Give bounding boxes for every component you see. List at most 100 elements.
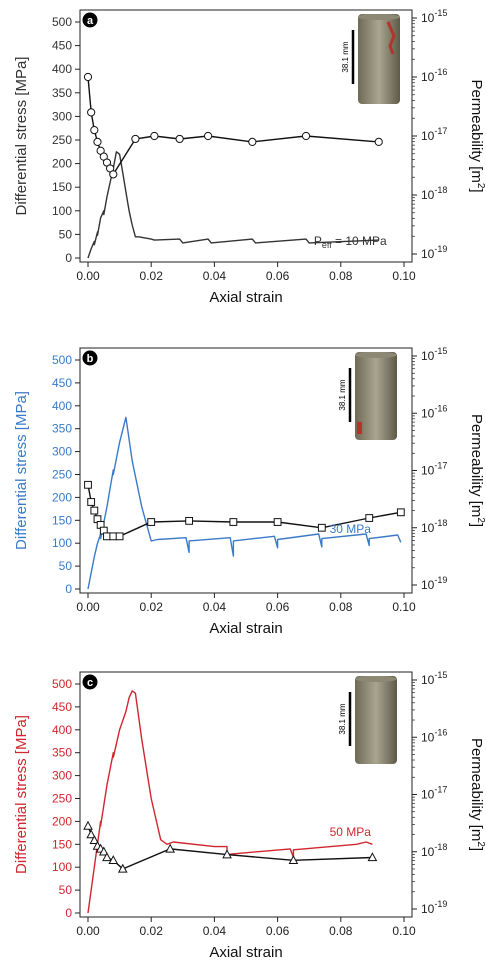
y2-tick-exponent: -19 <box>434 244 447 254</box>
permeability-point <box>89 835 100 844</box>
permeability-point <box>365 514 374 522</box>
panel-letter-badge <box>82 12 98 28</box>
y-tick-label: 500 <box>52 353 72 367</box>
y2-tick-exponent: -18 <box>434 842 447 852</box>
permeability-point <box>108 855 119 865</box>
permeability-point <box>317 523 326 532</box>
y-tick-label: 50 <box>59 559 73 573</box>
y2-tick-label: 10-18 <box>421 842 447 859</box>
panel-letter: b <box>87 353 94 365</box>
y2-tick-label: 10-16 <box>421 67 447 84</box>
y-tick-label: 400 <box>52 399 72 413</box>
y2-tick-label: 10-15 <box>421 8 447 25</box>
y2-tick-label: 10-17 <box>421 785 447 802</box>
x-tick-label: 0.02 <box>140 600 164 614</box>
rock-red-stain <box>357 422 362 434</box>
x-tick-label: 0.02 <box>140 924 164 938</box>
y2-axis-title: Permeability [m2] <box>468 738 486 851</box>
y2-tick-label: 10-17 <box>421 126 447 143</box>
x-tick-label: 0.10 <box>392 924 416 938</box>
x-tick-label: 0.02 <box>140 269 164 283</box>
y2-tick-base: 10 <box>421 845 435 859</box>
x-tick-label: 0.00 <box>76 924 100 938</box>
rock-sample-top <box>355 676 397 682</box>
y2-tick-exponent: -15 <box>434 346 447 356</box>
x-axis-title: Axial strain <box>209 620 282 637</box>
permeability-point <box>273 518 282 526</box>
y2-tick-base: 10 <box>421 578 435 592</box>
rock-sample-photo <box>355 352 397 440</box>
x-tick-label: 0.10 <box>392 600 416 614</box>
annotation-main: 30 MPa <box>330 522 372 536</box>
y-tick-label: 50 <box>59 227 73 241</box>
stress-curve <box>87 416 402 590</box>
permeability-point <box>248 137 257 146</box>
x-axis-title: Axial strain <box>209 289 282 306</box>
panel-letter: a <box>87 15 94 27</box>
permeability-point <box>147 518 156 526</box>
x-tick-label: 0.10 <box>392 269 416 283</box>
y2-axis-title: Permeability [m2] <box>468 414 486 527</box>
y-tick-label: 500 <box>52 677 72 691</box>
scale-bar-label: 38.1 mm <box>338 703 347 734</box>
y-tick-label: 150 <box>52 513 72 527</box>
stress-curve <box>87 151 379 259</box>
y2-tick-exponent: -16 <box>434 403 447 413</box>
y-tick-label: 0 <box>65 582 72 596</box>
y2-axis-title-sup: 2 <box>475 841 486 847</box>
y2-tick-base: 10 <box>421 188 435 202</box>
permeability-point <box>115 532 124 541</box>
y2-axis-title-end: ] <box>468 847 485 851</box>
x-tick-label: 0.04 <box>203 924 227 938</box>
permeability-point <box>203 131 213 141</box>
rock-red-stain <box>386 21 396 55</box>
y2-tick-base: 10 <box>421 406 435 420</box>
rock-sample-top <box>355 352 397 358</box>
y2-axis-title-sup: 2 <box>475 183 486 189</box>
y2-tick-exponent: -15 <box>434 670 447 680</box>
y-tick-label: 300 <box>52 769 72 783</box>
permeability-point <box>90 506 99 515</box>
y-tick-label: 400 <box>52 62 72 76</box>
annotation-main: P <box>314 234 322 248</box>
y2-axis-title-sup: 2 <box>475 517 486 523</box>
x-tick-label: 0.04 <box>203 600 227 614</box>
rock-sample-photo <box>358 14 400 104</box>
annotation-sub: eff <box>322 240 332 250</box>
confining-pressure-annotation: 30 MPa <box>330 522 372 536</box>
rock-sample-photo <box>355 676 397 764</box>
confining-pressure-annotation: 50 MPa <box>330 825 372 839</box>
y2-axis-title-main: Permeability [m <box>468 414 485 517</box>
y-tick-label: 250 <box>52 468 72 482</box>
y2-tick-label: 10-18 <box>421 185 447 202</box>
annotation-end: = 10 MPa <box>332 234 387 248</box>
permeability-point <box>84 480 92 489</box>
y-tick-label: 200 <box>52 157 72 171</box>
permeability-point <box>117 863 128 873</box>
permeability-point <box>288 855 299 865</box>
y2-tick-label: 10-16 <box>421 727 447 744</box>
y2-tick-exponent: -18 <box>434 185 447 195</box>
permeability-point <box>222 849 232 859</box>
y-tick-label: 0 <box>65 251 72 265</box>
y-tick-label: 300 <box>52 445 72 459</box>
y2-tick-label: 10-19 <box>421 575 447 592</box>
permeability-point <box>185 516 194 525</box>
y-tick-label: 50 <box>59 883 73 897</box>
y-tick-label: 350 <box>52 86 72 100</box>
panel-letter-badge <box>82 674 98 690</box>
y-tick-label: 200 <box>52 490 72 504</box>
y2-axis-title-main: Permeability [m <box>468 79 485 182</box>
permeability-point <box>93 137 102 146</box>
x-tick-label: 0.00 <box>76 269 100 283</box>
permeability-point <box>165 843 175 853</box>
y2-tick-base: 10 <box>421 11 435 25</box>
permeability-point <box>103 532 111 541</box>
permeability-point <box>150 131 159 141</box>
y-axis-title: Differential stress [MPa] <box>13 715 30 874</box>
permeability-point <box>86 829 96 839</box>
panel-letter-badge <box>82 350 98 366</box>
permeability-point <box>83 820 93 830</box>
y2-tick-exponent: -15 <box>434 8 447 18</box>
